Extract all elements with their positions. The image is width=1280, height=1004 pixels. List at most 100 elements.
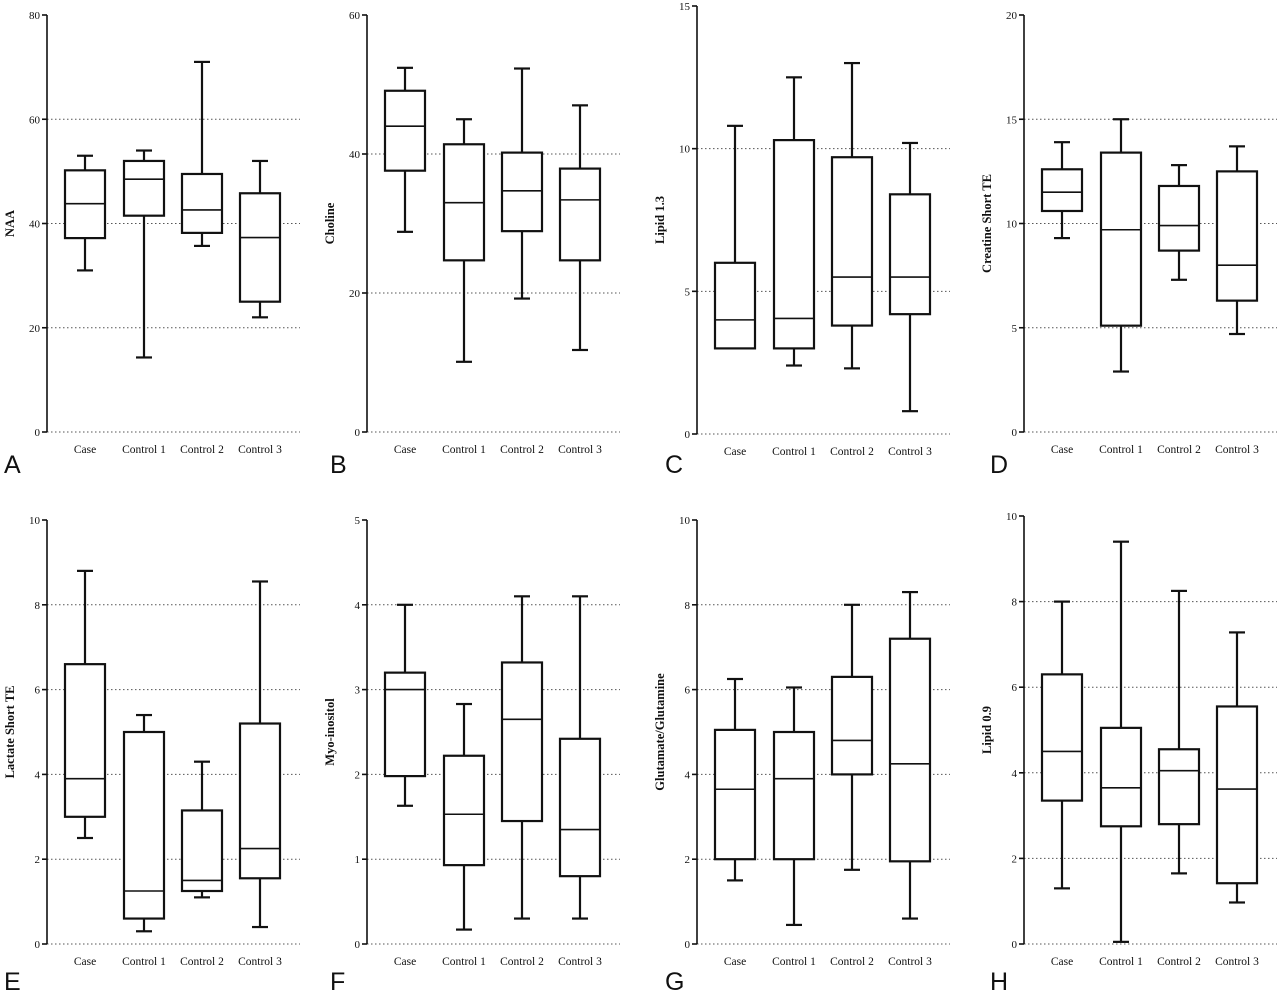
x-category-label: Control 3 (888, 956, 932, 968)
y-tick-label: 20 (1006, 10, 1018, 22)
box-control-1 (1099, 118, 1143, 373)
y-tick-label: 4 (355, 600, 361, 612)
y-axis-title: Lipid 1.3 (653, 196, 667, 244)
iqr-box (442, 754, 486, 867)
box-control-1 (122, 149, 166, 359)
iqr-box (1099, 151, 1143, 327)
y-axis-title: Lactate Short TE (3, 686, 17, 779)
box-control-3 (1215, 145, 1259, 336)
y-axis-title: NAA (3, 210, 17, 237)
iqr-box (830, 156, 874, 327)
panel-letter: B (330, 451, 347, 479)
x-category-label: Control 3 (888, 446, 932, 458)
box-case (713, 677, 757, 882)
iqr-box (500, 661, 544, 823)
x-category-label: Control 3 (1215, 956, 1259, 968)
panel-letter: H (990, 968, 1008, 996)
iqr-box (238, 722, 282, 880)
y-tick-label: 60 (349, 10, 361, 22)
box-control-3 (888, 141, 932, 413)
box-control-2 (500, 595, 544, 920)
panel-a: 0 20 40 60 80 NAA Case Control 1 Control 2 Contro… (3, 10, 300, 479)
x-category-label: Control 2 (500, 956, 544, 968)
y-tick-label: 60 (29, 114, 41, 126)
y-tick-label: 6 (35, 685, 41, 697)
x-category-label: Control 3 (558, 444, 602, 456)
iqr-box (180, 809, 224, 893)
y-tick-label: 40 (349, 149, 361, 161)
iqr-box (122, 159, 166, 217)
y-tick-label: 6 (1012, 682, 1018, 694)
y-tick-label: 10 (1006, 219, 1018, 231)
iqr-box (383, 89, 427, 172)
y-axis-title: Myo-inositol (323, 698, 337, 766)
panel-letter: G (665, 968, 684, 996)
y-tick-label: 4 (685, 769, 691, 781)
x-category-label: Control 2 (830, 956, 874, 968)
y-tick-label: 0 (1012, 939, 1018, 951)
x-category-label: Control 2 (1157, 956, 1201, 968)
y-tick-label: 0 (685, 939, 691, 951)
iqr-box (1157, 748, 1201, 826)
y-tick-label: 10 (29, 515, 41, 527)
iqr-box (558, 737, 602, 878)
panel-letter: A (4, 451, 21, 479)
y-tick-label: 4 (35, 769, 41, 781)
iqr-box (1157, 184, 1201, 252)
box-control-1 (122, 713, 166, 933)
y-tick-label: 20 (349, 288, 361, 300)
y-tick-label: 40 (29, 219, 41, 231)
x-category-label: Control 1 (442, 956, 486, 968)
box-control-3 (1215, 631, 1259, 904)
box-control-1 (1099, 540, 1143, 943)
x-category-label: Control 2 (1157, 444, 1201, 456)
y-tick-label: 80 (29, 10, 41, 22)
y-tick-label: 6 (685, 685, 691, 697)
iqr-box (1040, 168, 1084, 213)
box-control-2 (1157, 164, 1201, 281)
y-axis-title: Choline (323, 202, 337, 244)
x-category-label: Control 2 (830, 446, 874, 458)
iqr-box (772, 139, 816, 350)
x-category-label: Control 3 (238, 444, 282, 456)
y-tick-label: 2 (35, 854, 41, 866)
box-control-1 (442, 118, 486, 363)
iqr-box (180, 172, 224, 234)
iqr-box (63, 663, 107, 818)
box-control-2 (830, 603, 874, 871)
y-tick-label: 2 (1012, 853, 1018, 865)
box-control-2 (830, 61, 874, 370)
box-control-1 (442, 702, 486, 931)
iqr-box (558, 167, 602, 262)
box-case (713, 124, 757, 350)
y-tick-label: 5 (355, 515, 361, 527)
iqr-box (772, 730, 816, 861)
x-category-label: Control 1 (1099, 444, 1143, 456)
box-case (1040, 600, 1084, 890)
panel-letter: E (4, 968, 21, 996)
x-category-label: Case (1051, 444, 1073, 456)
x-category-label: Control 1 (122, 956, 166, 968)
y-tick-label: 0 (685, 429, 691, 441)
x-category-label: Control 1 (772, 446, 816, 458)
panel-letter: F (330, 968, 345, 996)
iqr-box (238, 192, 282, 303)
y-tick-label: 4 (1012, 768, 1018, 780)
box-case (383, 66, 427, 233)
y-tick-label: 0 (1012, 427, 1018, 439)
x-category-label: Control 2 (500, 444, 544, 456)
box-control-2 (1157, 589, 1201, 875)
box-case (1040, 141, 1084, 240)
panel-c: 0 5 10 15 Lipid 1.3 Case Control 1 Control 2 Con… (653, 1, 950, 479)
iqr-box (122, 730, 166, 920)
box-control-3 (558, 595, 602, 920)
x-category-label: Case (724, 446, 746, 458)
y-tick-label: 0 (35, 939, 41, 951)
box-control-3 (238, 580, 282, 929)
x-category-label: Control 1 (772, 956, 816, 968)
x-category-label: Case (394, 956, 416, 968)
iqr-box (830, 675, 874, 776)
iqr-box (1215, 170, 1259, 302)
y-axis-title: Lipid 0.9 (980, 706, 994, 754)
